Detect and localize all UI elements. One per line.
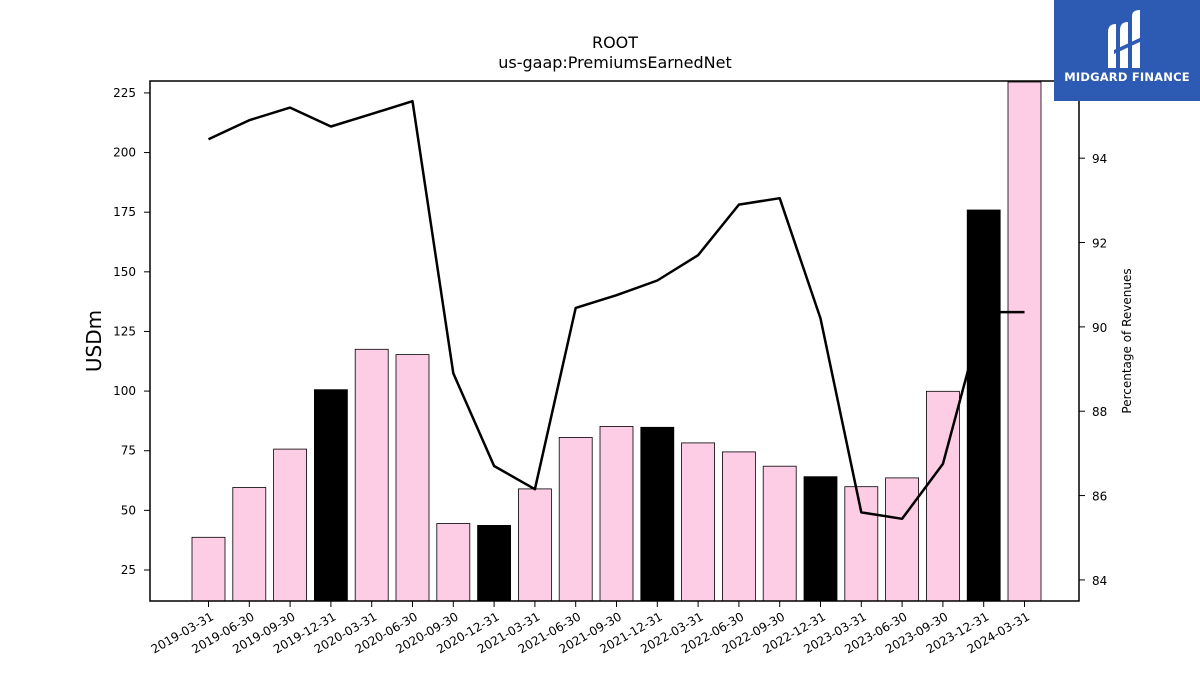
y-tick-label: 50 bbox=[121, 503, 136, 517]
logo-text: MIDGARD FINANCE bbox=[1064, 70, 1190, 84]
y-axis-label: USDm bbox=[82, 310, 106, 372]
bar-2020-09-30 bbox=[436, 523, 471, 602]
bar-2022-12-31 bbox=[803, 476, 838, 602]
bar-2021-06-30 bbox=[558, 436, 593, 602]
bar-2024-03-31 bbox=[1007, 81, 1042, 602]
y-tick-label: 150 bbox=[113, 265, 136, 279]
y-tick-label: 200 bbox=[113, 146, 136, 160]
series-line bbox=[207, 99, 1025, 521]
y-axis-right: 84 86 88 90 92 94 bbox=[1079, 152, 1107, 588]
y-tick-label: 225 bbox=[113, 86, 136, 100]
y-axis-left: 25 50 75 100 125 150 175 200 225 bbox=[113, 86, 150, 577]
y2-tick-label: 92 bbox=[1092, 237, 1107, 251]
y-tick-label: 175 bbox=[113, 205, 136, 219]
bar-2022-09-30 bbox=[762, 465, 797, 602]
y-tick-label: 100 bbox=[113, 384, 136, 398]
y-tick-label: 75 bbox=[121, 444, 136, 458]
y-tick-label: 125 bbox=[113, 324, 136, 338]
logo-icon bbox=[1108, 10, 1144, 68]
bar-2021-09-30 bbox=[599, 425, 634, 602]
bar-2019-06-30 bbox=[232, 487, 267, 602]
bar-2023-03-31 bbox=[844, 486, 879, 602]
bar-2020-06-30 bbox=[395, 354, 430, 602]
bar-2019-12-31 bbox=[313, 389, 348, 602]
bars-layer bbox=[191, 81, 1042, 602]
chart-title: ROOT bbox=[592, 33, 638, 52]
bar-2019-03-31 bbox=[191, 536, 226, 602]
y2-axis-label: Percentage of Revenues bbox=[1120, 268, 1134, 413]
bar-2021-12-31 bbox=[640, 426, 675, 602]
bar-2022-06-30 bbox=[722, 451, 756, 602]
y2-tick-label: 90 bbox=[1092, 321, 1107, 335]
line-layer bbox=[207, 99, 1025, 521]
bar-2019-09-30 bbox=[273, 448, 308, 602]
x-axis: 2019-03-312019-06-302019-09-302019-12-31… bbox=[149, 601, 1032, 656]
bar-2023-06-30 bbox=[885, 477, 919, 602]
y2-tick-label: 86 bbox=[1092, 490, 1107, 504]
y2-tick-label: 94 bbox=[1092, 152, 1107, 166]
logo-badge: MIDGARD FINANCE bbox=[1054, 0, 1200, 101]
bar-2021-03-31 bbox=[518, 488, 552, 602]
bar-2022-03-31 bbox=[681, 442, 715, 602]
y2-tick-label: 84 bbox=[1092, 574, 1107, 588]
bar-2023-12-31 bbox=[966, 209, 1001, 602]
y2-tick-label: 88 bbox=[1092, 405, 1107, 419]
bar-2020-03-31 bbox=[354, 348, 389, 602]
chart-subtitle: us-gaap:PremiumsEarnedNet bbox=[498, 53, 732, 72]
y-tick-label: 25 bbox=[121, 563, 136, 577]
bar-2020-12-31 bbox=[477, 525, 512, 602]
plot-frame bbox=[149, 80, 1080, 602]
